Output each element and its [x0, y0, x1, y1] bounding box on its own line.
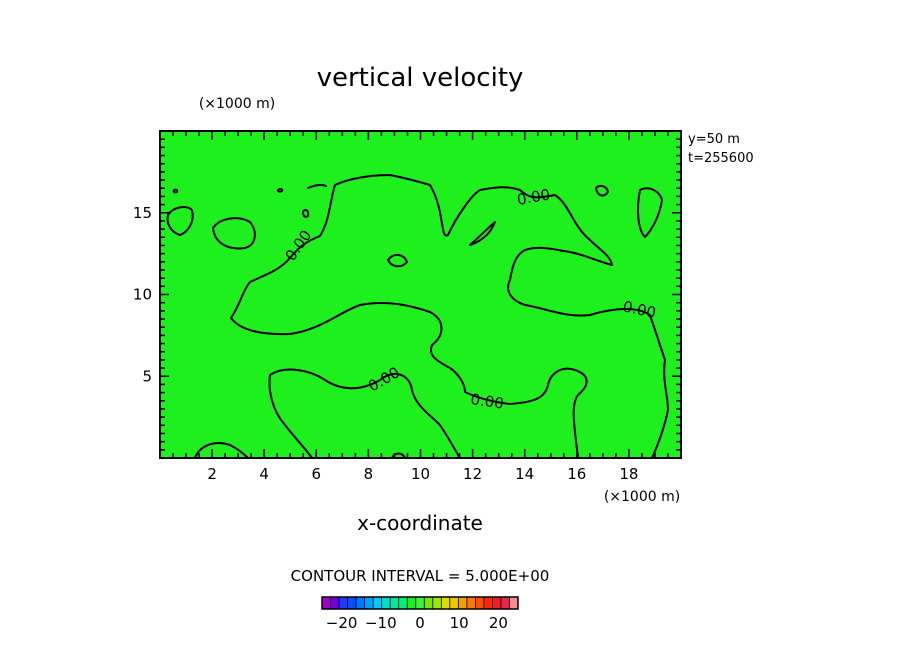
colorbar-swatch	[322, 597, 331, 609]
colorbar-swatch	[475, 597, 485, 609]
contour-interval-text: CONTOUR INTERVAL = 5.000E+00	[291, 567, 550, 585]
colorbar-swatch	[500, 597, 510, 609]
colorbar-swatch	[432, 597, 442, 609]
contour-label: 0.00	[516, 185, 552, 209]
contour-lines	[166, 174, 669, 459]
colorbar-swatch	[466, 597, 476, 609]
colorbar-swatch	[339, 597, 348, 609]
x-tick-label: 18	[619, 465, 638, 483]
colorbar-tick-labels: −20 −10 0 10 20	[326, 614, 508, 632]
axis-ticks	[160, 131, 681, 458]
colorbar-swatch	[449, 597, 459, 609]
x-unit-label: (×1000 m)	[604, 489, 680, 505]
y-tick-label: 15	[133, 204, 152, 222]
colorbar-swatch	[347, 597, 357, 609]
colorbar-swatch	[415, 597, 425, 609]
annotation-t: t=255600	[688, 151, 754, 166]
colorbar-tick-label: −20	[326, 614, 358, 632]
x-tick-label: 12	[463, 465, 482, 483]
colorbar-swatch	[364, 597, 374, 609]
x-axis-label: x-coordinate	[357, 511, 483, 535]
colorbar-swatch	[441, 597, 451, 609]
x-tick-label: 2	[207, 465, 217, 483]
heatmap-field	[160, 131, 681, 458]
colorbar-swatch	[398, 597, 408, 609]
x-tick-label: 10	[411, 465, 430, 483]
colorbar-swatch	[483, 597, 493, 609]
annotation-y: y=50 m	[688, 132, 740, 147]
y-tick-label: 5	[142, 367, 152, 385]
colorbar	[321, 596, 519, 610]
chart-title: vertical velocity	[317, 63, 524, 93]
x-tick-label: 4	[259, 465, 269, 483]
x-tick-label: 14	[515, 465, 534, 483]
colorbar-swatch	[390, 597, 400, 609]
y-unit-label: (×1000 m)	[199, 96, 275, 112]
colorbar-swatch	[492, 597, 502, 609]
colorbar-tick-label: −10	[365, 614, 397, 632]
contour-label: 0.00	[469, 390, 505, 412]
colorbar-swatch	[330, 597, 340, 609]
y-tick-labels: 5 10 15	[133, 204, 152, 386]
colorbar-swatch	[373, 597, 383, 609]
colorbar-tick-label: 10	[450, 614, 469, 632]
colorbar-swatch	[509, 597, 519, 609]
x-tick-label: 16	[567, 465, 586, 483]
colorbar-swatch	[407, 597, 417, 609]
x-tick-label: 6	[312, 465, 322, 483]
colorbar-tick-label: 0	[415, 614, 425, 632]
colorbar-tick-label: 20	[489, 614, 508, 632]
colorbar-swatch	[381, 597, 391, 609]
y-tick-label: 10	[133, 286, 152, 304]
x-tick-labels: 2 4 6 8 10 12 14 16 18	[207, 465, 638, 483]
colorbar-swatch	[458, 597, 468, 609]
colorbar-swatch	[356, 597, 366, 609]
colorbar-frame	[321, 596, 519, 610]
x-tick-label: 8	[364, 465, 374, 483]
colorbar-swatch	[424, 597, 434, 609]
